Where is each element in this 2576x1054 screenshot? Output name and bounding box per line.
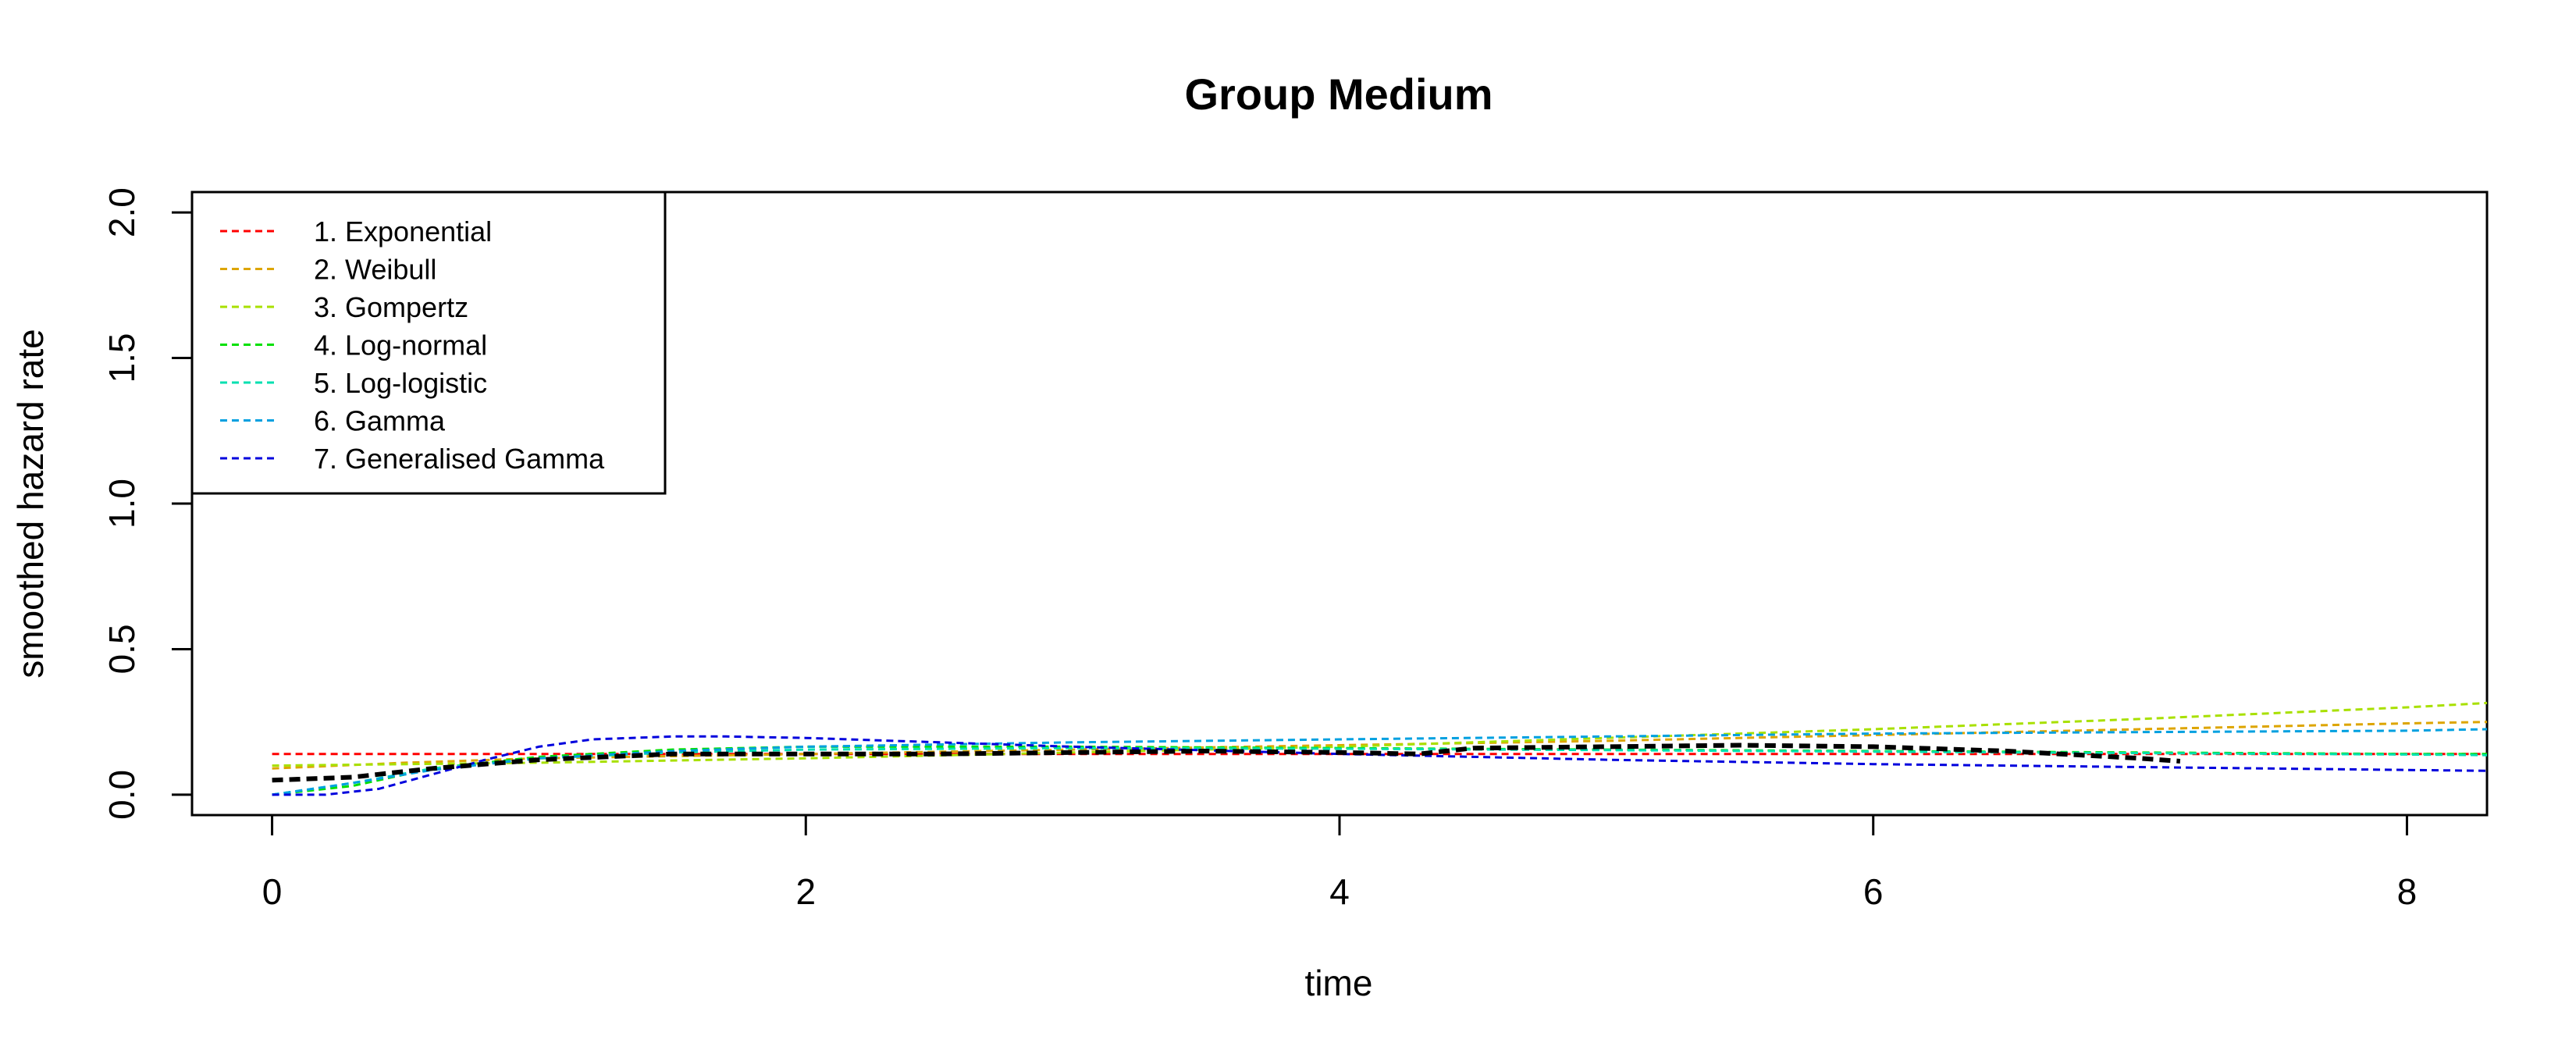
legend-label: 5. Log-logistic [314, 367, 487, 399]
y-tick-label: 0.5 [101, 624, 142, 674]
legend-label: 3. Gompertz [314, 291, 468, 323]
y-tick-label: 1.0 [101, 479, 142, 529]
legend-label: 6. Gamma [314, 405, 446, 437]
legend: 1. Exponential 2. Weibull 3. Gompertz 4. Lo… [190, 191, 667, 495]
observed-hazard-line [272, 742, 2181, 783]
legend-label: 4. Log-normal [314, 329, 487, 361]
x-tick-label: 2 [795, 871, 816, 912]
series-line-3 [272, 701, 2488, 767]
x-tick-label: 4 [1329, 871, 1350, 912]
legend-box [190, 191, 667, 495]
legend-label: 2. Weibull [314, 254, 436, 286]
plot-lines [272, 701, 2488, 796]
x-axis: 0 2 4 6 8 [262, 814, 2418, 912]
y-tick-label: 0.0 [101, 770, 142, 820]
series-line-2 [272, 721, 2488, 770]
legend-label: 1. Exponential [314, 215, 492, 247]
x-tick-label: 6 [1863, 871, 1884, 912]
series-line-7 [272, 735, 2488, 796]
x-tick-label: 0 [262, 871, 283, 912]
y-axis: 0.0 0.5 1.0 1.5 2.0 [101, 187, 194, 820]
y-tick-label: 1.5 [101, 333, 142, 383]
legend-label: 7. Generalised Gamma [314, 443, 605, 475]
x-axis-label: time [1305, 963, 1373, 1003]
y-axis-label: smoothed hazard rate [10, 329, 51, 678]
chart-title: Group Medium [1184, 69, 1493, 119]
y-tick-label: 2.0 [101, 187, 142, 237]
x-tick-label: 8 [2397, 871, 2418, 912]
